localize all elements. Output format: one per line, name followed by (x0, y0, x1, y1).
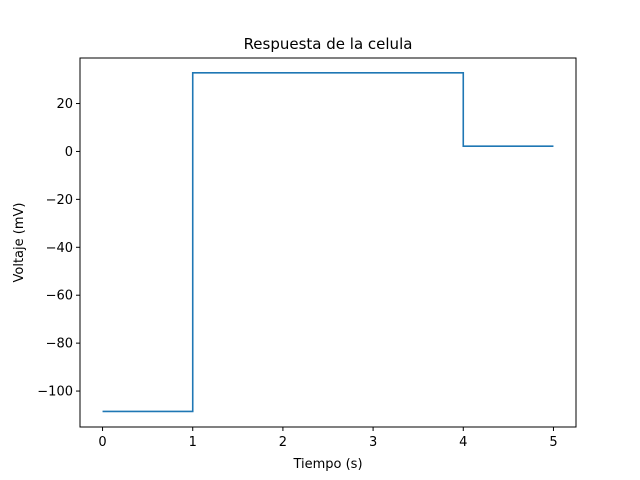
y-tick-label: −100 (37, 385, 73, 400)
x-tick-label: 3 (369, 435, 377, 450)
plot-area (80, 58, 576, 427)
y-tick-label: −80 (46, 337, 73, 352)
chart-title: Respuesta de la celula (244, 35, 413, 53)
x-tick-label: 2 (279, 435, 287, 450)
y-tick-label: −40 (46, 241, 73, 256)
y-tick-label: −60 (46, 289, 73, 304)
y-axis-ticks: −100 −80 −60 −40 −20 0 20 (37, 97, 80, 400)
x-tick-label: 5 (549, 435, 557, 450)
y-tick-label: −20 (46, 193, 73, 208)
series-layer (102, 72, 554, 413)
y-tick-label: 20 (56, 97, 73, 112)
x-tick-label: 0 (98, 435, 106, 450)
y-axis-label: Voltaje (mV) (12, 203, 27, 283)
x-tick-label: 4 (459, 435, 467, 450)
x-axis-label: Tiempo (s) (292, 457, 362, 472)
series-line (102, 72, 554, 413)
x-tick-label: 1 (189, 435, 197, 450)
x-axis-ticks: 0 1 2 3 4 5 (98, 427, 558, 450)
plot-frame (79, 57, 577, 428)
y-tick-label: 0 (65, 145, 73, 160)
